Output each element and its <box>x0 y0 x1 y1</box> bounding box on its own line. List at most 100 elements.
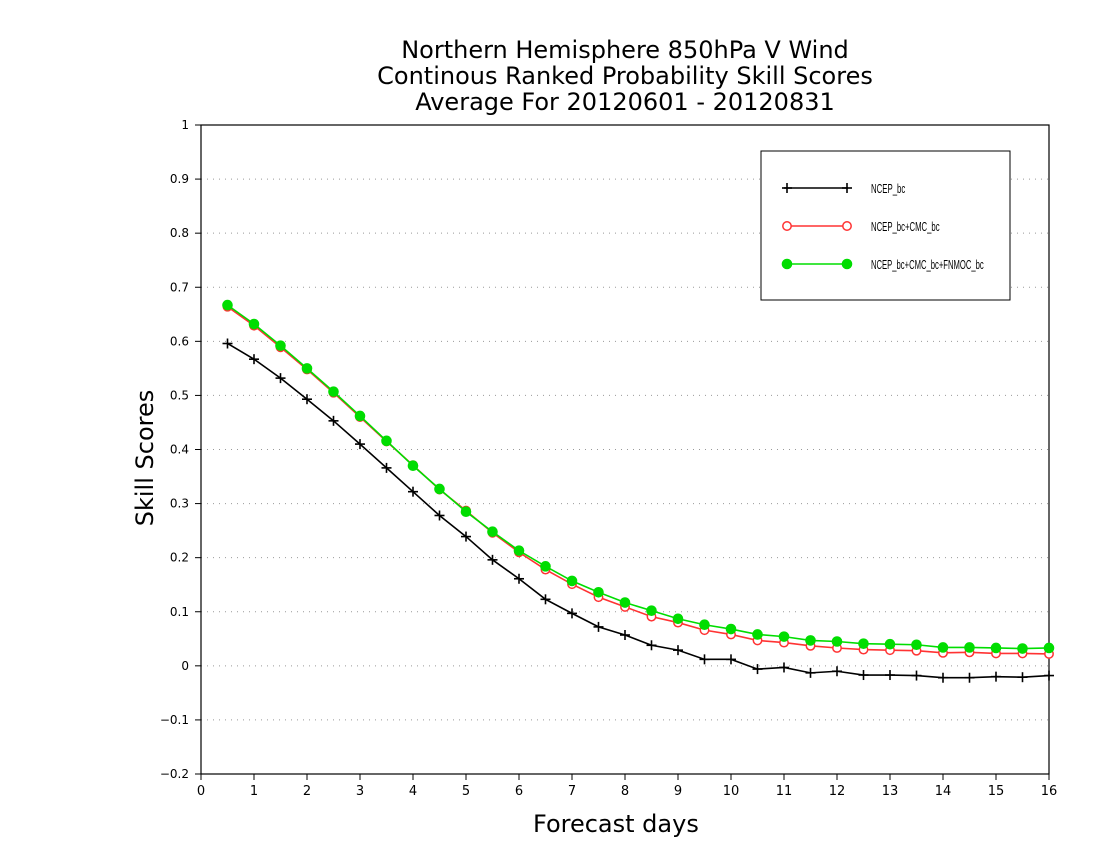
y-tick-label: 0.6 <box>170 334 189 348</box>
y-tick-label: 0 <box>181 659 189 673</box>
data-point <box>301 363 313 374</box>
y-tick-label: 0.2 <box>170 551 189 565</box>
data-point <box>513 545 525 556</box>
x-tick-label: 16 <box>1041 784 1058 799</box>
series-line <box>227 342 1050 679</box>
legend-marker <box>782 183 792 193</box>
series-1 <box>222 338 1054 683</box>
x-axis-label: Forecast days <box>533 810 699 838</box>
x-tick-label: 4 <box>409 784 417 799</box>
data-point <box>990 642 1002 654</box>
x-tick-label: 0 <box>197 784 205 799</box>
legend-marker <box>781 258 793 270</box>
legend-label: NCEP_bc <box>871 181 906 196</box>
data-point <box>911 670 922 681</box>
y-tick-label: 0.4 <box>170 443 189 457</box>
data-point <box>699 654 710 665</box>
data-point <box>566 575 578 587</box>
data-point <box>778 631 790 642</box>
data-point <box>461 531 471 542</box>
data-point <box>991 671 1001 682</box>
data-point <box>1017 643 1028 654</box>
data-point <box>460 506 472 517</box>
data-point <box>487 526 498 538</box>
data-point <box>222 338 233 349</box>
data-point <box>884 638 896 650</box>
legend-entry: NCEP_bc+CMC_bc <box>782 219 940 234</box>
data-point <box>938 672 948 683</box>
data-point <box>408 486 418 497</box>
data-point <box>673 645 683 656</box>
legend-marker <box>841 258 853 270</box>
data-point <box>407 460 419 472</box>
y-tick-label: 0.1 <box>170 605 189 619</box>
y-tick-label: 0.8 <box>170 226 189 240</box>
data-point <box>964 672 975 683</box>
x-tick-label: 3 <box>356 784 364 799</box>
data-point <box>1043 642 1055 654</box>
data-point <box>726 654 736 665</box>
data-point <box>752 629 763 640</box>
legend-entry: NCEP_bc+CMC_bc+FNMOC_bc <box>781 257 984 272</box>
data-point <box>832 666 842 677</box>
x-tick-label: 9 <box>674 784 682 799</box>
data-point <box>275 373 286 384</box>
x-tick-label: 10 <box>723 784 740 799</box>
series-group <box>222 299 1055 683</box>
data-point <box>619 597 631 608</box>
data-point <box>540 594 551 605</box>
chart-title-line-2: Continous Ranked Probability Skill Score… <box>377 62 873 90</box>
data-point <box>911 639 922 651</box>
data-point <box>964 642 975 653</box>
data-point <box>805 667 816 678</box>
data-point <box>646 640 657 651</box>
data-point <box>831 636 843 647</box>
series-3 <box>222 299 1055 654</box>
data-point <box>593 586 604 598</box>
legend-label: NCEP_bc+CMC_bc <box>871 219 940 234</box>
data-point <box>275 340 286 351</box>
data-point <box>752 664 763 675</box>
chart-title-line-1: Northern Hemisphere 850hPa V Wind <box>401 36 849 64</box>
data-point <box>885 670 895 681</box>
x-tick-label: 1 <box>250 784 258 799</box>
data-point <box>593 621 604 632</box>
series-line <box>227 306 1050 655</box>
legend-entry: NCEP_bc <box>782 181 906 196</box>
legend: NCEP_bc NCEP_bc+CMC_bc NCEP_bc+CMC_bc+FNMO… <box>760 150 1011 301</box>
data-point <box>355 439 365 450</box>
data-point <box>248 318 260 330</box>
data-point <box>328 386 339 397</box>
y-tick-label: −0.2 <box>160 767 189 781</box>
y-tick-label: 0.5 <box>170 388 189 402</box>
data-point <box>779 662 789 673</box>
x-tick-label: 13 <box>882 784 899 799</box>
series-line <box>227 304 1050 650</box>
x-tick-label: 7 <box>568 784 576 799</box>
data-point <box>672 613 684 625</box>
data-point <box>302 394 312 405</box>
x-tick-label: 2 <box>303 784 311 799</box>
data-point <box>222 299 233 311</box>
data-point <box>514 573 524 584</box>
data-point <box>381 462 392 473</box>
axis-ticks: −0.2−0.100.10.20.30.40.50.60.70.80.910 1 2… <box>160 118 1057 799</box>
y-tick-label: 1 <box>181 118 189 132</box>
data-point <box>1044 670 1054 681</box>
x-tick-label: 5 <box>462 784 470 799</box>
data-point <box>699 619 710 631</box>
legend-label: NCEP_bc+CMC_bc+FNMOC_bc <box>871 257 984 272</box>
data-point <box>858 638 869 649</box>
y-tick-label: 0.9 <box>170 172 189 186</box>
legend-marker <box>842 221 852 231</box>
data-point <box>858 670 869 681</box>
data-point <box>567 608 577 619</box>
x-tick-label: 6 <box>515 784 523 799</box>
legend-marker <box>782 221 792 231</box>
y-tick-label: 0.7 <box>170 280 189 294</box>
y-tick-label: 0.3 <box>170 497 189 511</box>
legend-marker <box>842 183 852 193</box>
x-tick-label: 11 <box>776 784 793 799</box>
data-point <box>434 483 445 495</box>
